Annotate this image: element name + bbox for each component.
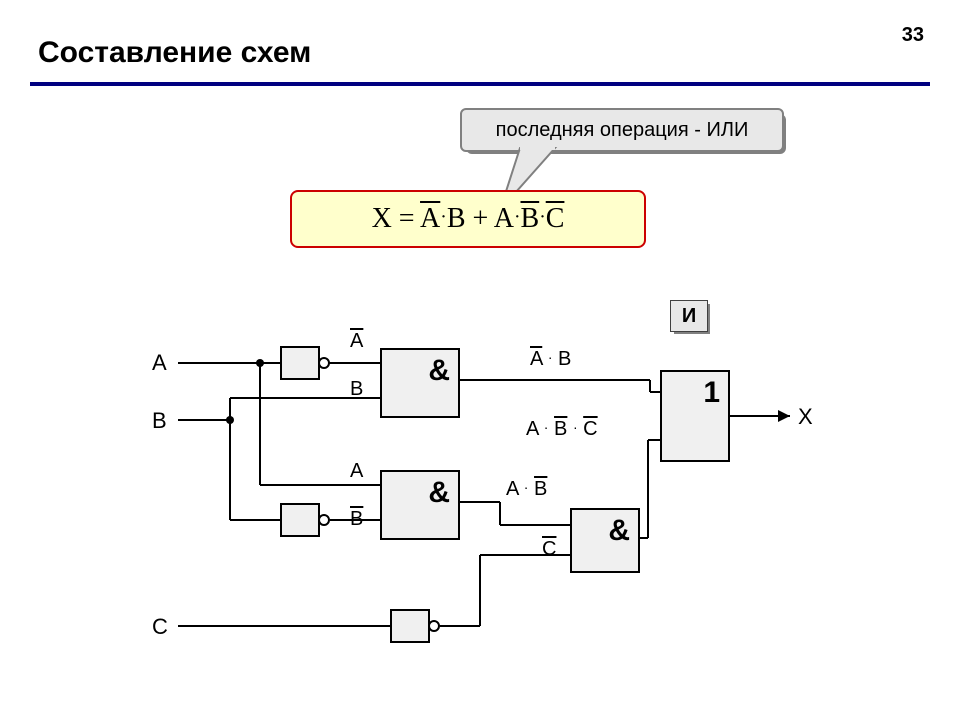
gate-symbol: 1 (703, 376, 720, 410)
expr-label-0: A · B (530, 348, 571, 371)
input-label-b: B (152, 408, 167, 434)
gate-and2: & (380, 470, 460, 540)
gate-and1: & (380, 348, 460, 418)
wire-layer (0, 0, 960, 720)
expr-label-2: A · B · C (526, 418, 598, 441)
gate-in-label-2: A (350, 460, 363, 483)
output-label-x: X (798, 404, 813, 430)
inv-a-bubble (318, 357, 330, 369)
gate-in-label-1: B (350, 378, 363, 401)
gate-in-label-4: C (542, 538, 556, 561)
gate-in-label-3: B (350, 508, 363, 531)
inv-c (390, 609, 430, 643)
input-label-a: A (152, 350, 167, 376)
inv-b (280, 503, 320, 537)
gate-symbol: & (428, 476, 450, 510)
gate-symbol: & (608, 514, 630, 548)
slide-stage: Составление схем 33 последняя операция -… (0, 0, 960, 720)
gate-in-label-0: A (350, 330, 363, 353)
input-label-c: C (152, 614, 168, 640)
gate-and3: & (570, 508, 640, 573)
gate-or1: 1 (660, 370, 730, 462)
gate-symbol: & (428, 354, 450, 388)
inv-b-bubble (318, 514, 330, 526)
inv-a (280, 346, 320, 380)
expr-label-1: A · B (506, 478, 547, 501)
inv-c-bubble (428, 620, 440, 632)
